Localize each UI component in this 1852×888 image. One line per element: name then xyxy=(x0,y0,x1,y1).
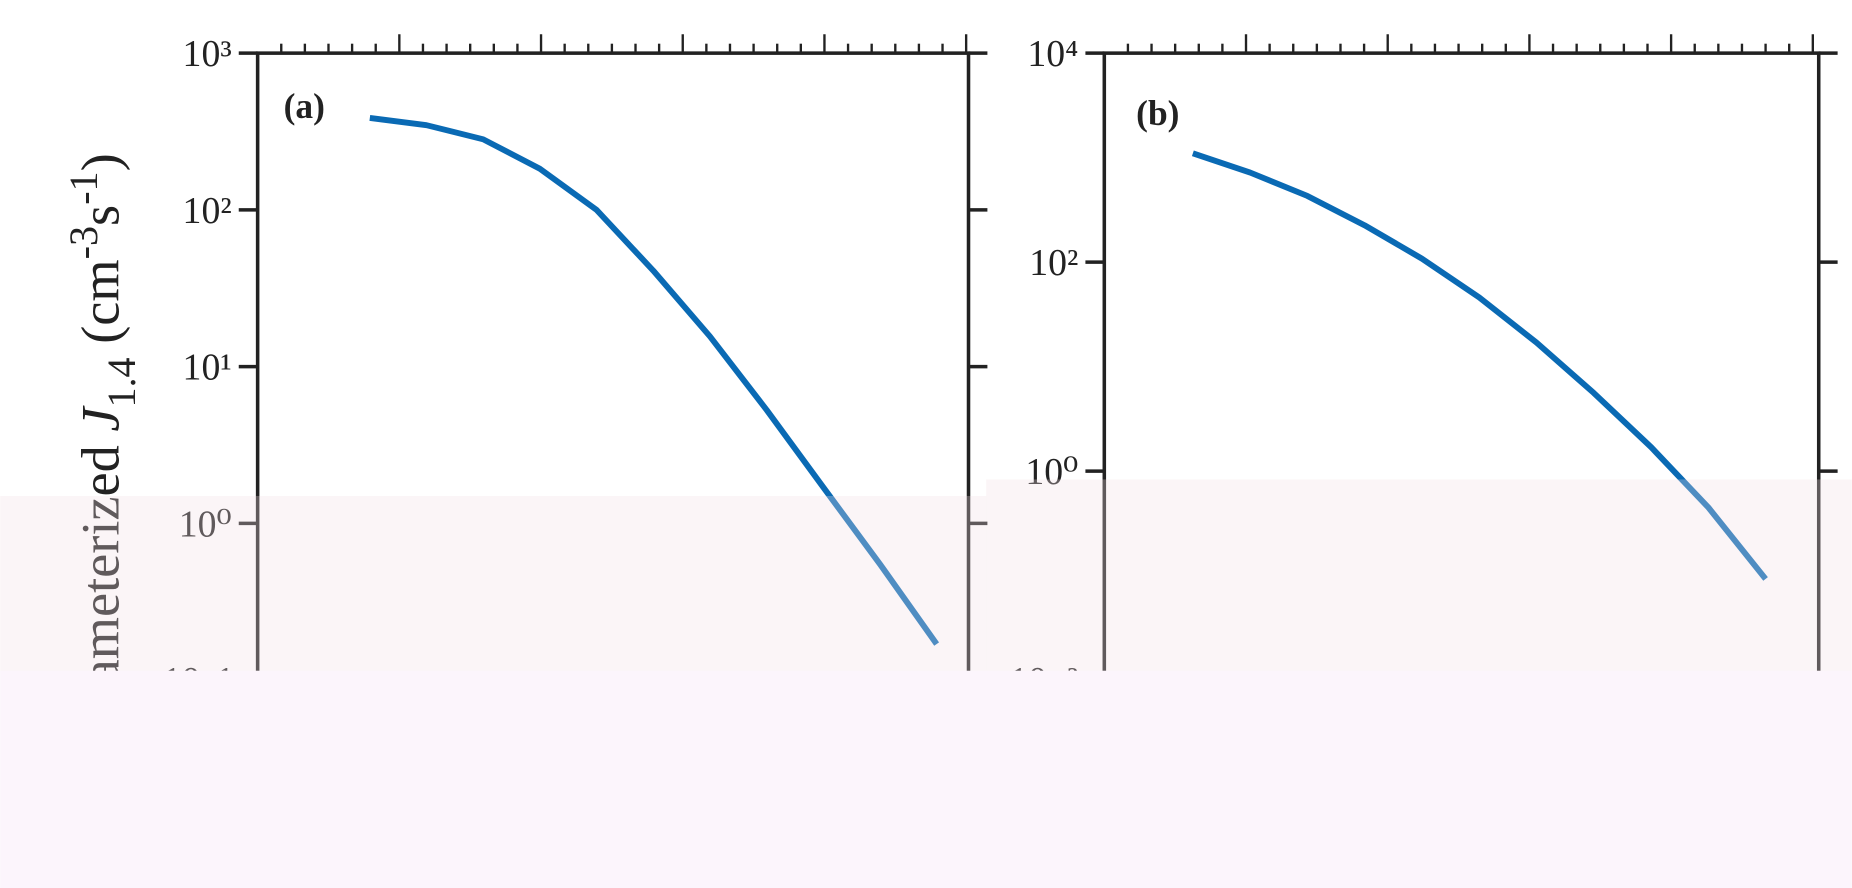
y-axis-label-part: (cm xyxy=(70,259,130,357)
data-line xyxy=(369,115,940,646)
y-tick-label: 10⁰ xyxy=(179,503,232,545)
y-axis-label-part: ) xyxy=(70,153,130,171)
y-tick-label: 10⁰ xyxy=(1025,451,1078,493)
y-tick-label: 10¹ xyxy=(183,347,232,389)
y-tick-label: 10² xyxy=(183,190,232,232)
y-axis-label-part: -3 xyxy=(61,226,106,259)
y-axis-label-part: 1.4 xyxy=(99,357,144,407)
y-axis-label-part: -1 xyxy=(61,171,106,204)
panel-label: (a) xyxy=(284,86,325,126)
y-tick-label: 10⁴ xyxy=(1027,33,1078,75)
y-tick-label: 10³ xyxy=(183,33,232,75)
overlay xyxy=(0,670,1852,888)
panel-label: (b) xyxy=(1136,93,1179,133)
y-tick-label: 10² xyxy=(1029,242,1078,284)
overlay xyxy=(0,495,987,674)
overlay xyxy=(986,479,1852,674)
y-axis-label-part: s xyxy=(70,205,130,226)
data-line xyxy=(1191,150,1768,581)
y-axis-label-part: J xyxy=(70,405,130,432)
